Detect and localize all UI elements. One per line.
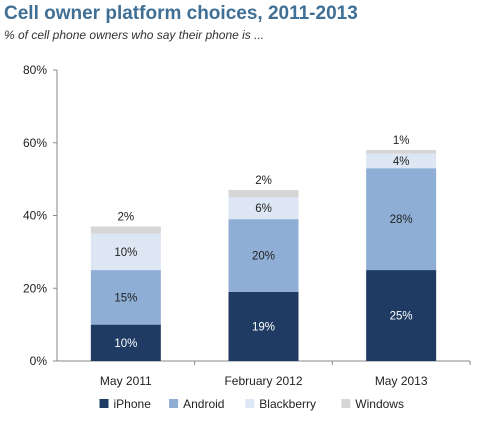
legend-label: Android xyxy=(183,397,224,411)
bar-segment xyxy=(228,219,299,292)
data-label: 1% xyxy=(393,135,410,147)
data-label: 19% xyxy=(252,321,275,333)
y-tick-label: 40% xyxy=(23,209,47,223)
legend-label: iPhone xyxy=(114,397,152,411)
chart-subtitle: % of cell phone owners who say their pho… xyxy=(4,28,265,42)
bar-segment xyxy=(90,226,161,234)
y-tick-label: 60% xyxy=(23,136,47,150)
data-label: 25% xyxy=(390,311,413,323)
data-label: 4% xyxy=(393,156,410,168)
bar-segment xyxy=(366,270,437,361)
legend-swatch xyxy=(245,399,255,408)
y-tick-label: 80% xyxy=(23,63,47,77)
bar-segment xyxy=(366,168,437,271)
data-label: 20% xyxy=(252,251,275,263)
legend-label: Blackberry xyxy=(259,397,316,411)
data-label: 2% xyxy=(255,175,272,187)
bar-segment xyxy=(366,150,437,154)
bar-segment xyxy=(228,197,299,220)
legend-swatch xyxy=(169,399,179,408)
bar-segment xyxy=(90,233,161,271)
data-label: 2% xyxy=(118,211,135,223)
data-label: 10% xyxy=(114,247,137,259)
chart-title: Cell owner platform choices, 2011-2013 xyxy=(4,3,358,24)
y-tick-label: 0% xyxy=(30,354,48,368)
x-category-label: May 2013 xyxy=(375,374,428,388)
bar-segment xyxy=(366,153,437,169)
data-label: 6% xyxy=(255,203,272,215)
bar-segment xyxy=(228,190,299,198)
x-category-label: May 2011 xyxy=(100,374,152,388)
data-label: 28% xyxy=(390,214,413,226)
data-label: 10% xyxy=(114,338,137,350)
bar-segment xyxy=(90,270,161,325)
x-category-label: February 2012 xyxy=(224,374,302,388)
data-label: 15% xyxy=(114,292,137,304)
bar-segment xyxy=(228,291,299,361)
legend-swatch xyxy=(341,399,351,408)
legend-swatch xyxy=(99,399,109,408)
y-tick-label: 20% xyxy=(23,281,47,295)
legend-label: Windows xyxy=(355,397,404,411)
bar-segment xyxy=(90,324,161,361)
